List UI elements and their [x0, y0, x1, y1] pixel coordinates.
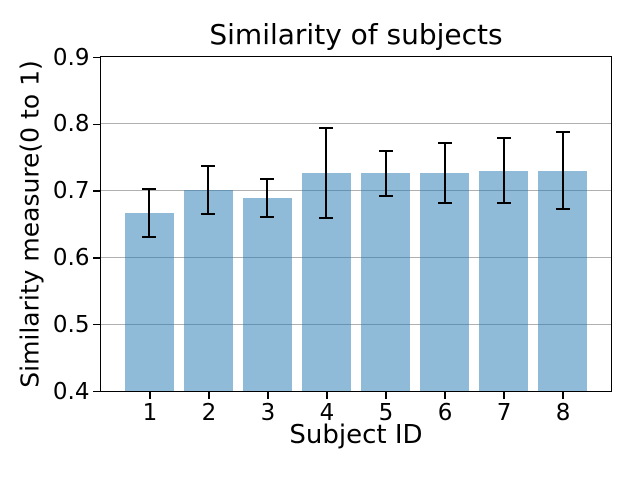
bar [360, 173, 411, 391]
error-bar-cap [201, 212, 216, 215]
x-axis-label: Subject ID [289, 420, 423, 450]
error-bar-cap [496, 137, 511, 140]
error-bar [384, 150, 387, 196]
x-tick-mark [149, 391, 151, 399]
y-tick-mark [93, 323, 100, 326]
error-bar-cap [437, 202, 452, 205]
error-bar [443, 143, 446, 204]
y-tick-label: 0.8 [52, 111, 90, 138]
error-bar-cap [319, 216, 334, 219]
error-bar [561, 132, 564, 209]
x-tick-mark [326, 391, 328, 399]
error-bar [325, 128, 328, 218]
error-bar-cap [378, 194, 393, 197]
error-bar [148, 189, 151, 238]
error-bar [207, 165, 210, 214]
error-bar-cap [142, 236, 157, 239]
bar [183, 189, 234, 391]
bar [242, 197, 293, 391]
error-bar [266, 178, 269, 218]
error-bar-cap [142, 188, 157, 191]
y-tick-mark [93, 190, 100, 192]
x-tick-label: 2 [201, 399, 217, 426]
y-tick-mark [93, 123, 100, 126]
error-bar-cap [437, 142, 452, 145]
gridline [101, 123, 611, 125]
error-bar-cap [378, 149, 393, 152]
x-tick-label: 6 [437, 399, 453, 426]
error-bar-cap [319, 127, 334, 130]
error-bar-cap [555, 131, 570, 134]
y-tick-mark [93, 390, 100, 393]
x-tick-label: 5 [378, 399, 394, 426]
y-tick-label: 0.6 [52, 244, 90, 271]
bar [478, 170, 529, 391]
error-bar-cap [496, 201, 511, 204]
x-tick-mark [444, 391, 446, 399]
gridline [101, 256, 611, 258]
x-tick-label: 4 [319, 399, 335, 426]
x-tick-mark [208, 391, 210, 399]
y-tick-label: 0.5 [52, 311, 90, 338]
y-tick-label: 0.7 [52, 178, 90, 205]
plot-area [100, 56, 612, 392]
y-tick-mark [93, 257, 100, 259]
chart-title: Similarity of subjects [209, 18, 503, 51]
x-tick-mark [562, 391, 564, 399]
x-tick-mark [267, 391, 269, 399]
error-bar-cap [260, 177, 275, 180]
x-tick-label: 1 [142, 399, 158, 426]
error-bar [502, 138, 505, 203]
y-tick-mark [93, 56, 100, 59]
gridline [101, 190, 611, 192]
y-tick-label: 0.9 [52, 44, 90, 71]
x-tick-label: 3 [260, 399, 276, 426]
error-bar-cap [555, 207, 570, 210]
y-tick-label: 0.4 [52, 378, 90, 405]
x-tick-mark [503, 391, 505, 399]
error-bar-cap [260, 216, 275, 219]
x-tick-label: 7 [496, 399, 512, 426]
bar [419, 173, 470, 391]
error-bar-cap [201, 164, 216, 167]
x-tick-label: 8 [555, 399, 571, 426]
y-axis-label-text: Similarity measure(0 to 1) [15, 60, 45, 388]
bar [124, 213, 175, 391]
gridline [101, 323, 611, 325]
x-tick-mark [385, 391, 387, 399]
